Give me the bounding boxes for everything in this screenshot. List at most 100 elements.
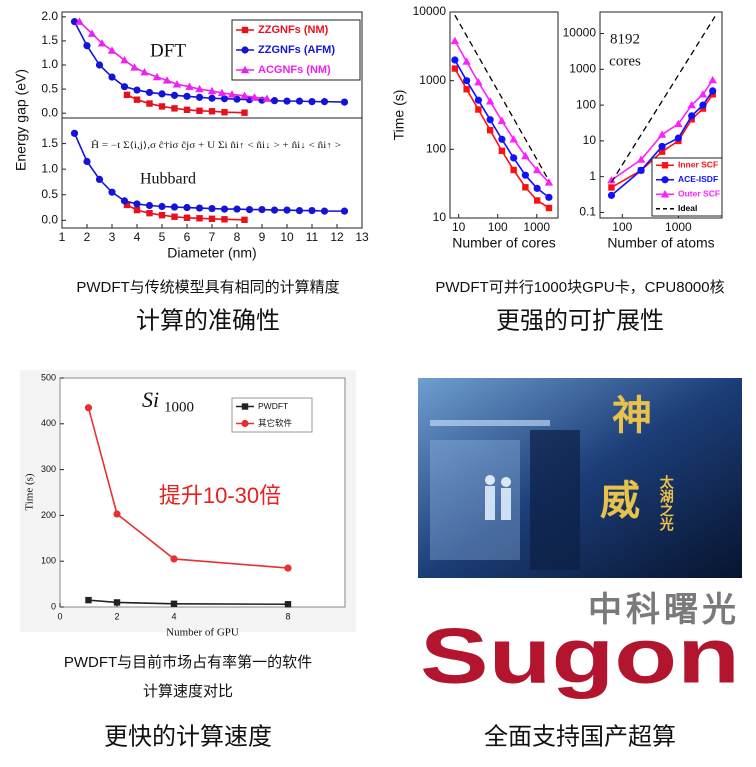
marker	[75, 17, 84, 25]
y-tick-label: 0	[51, 601, 56, 611]
marker	[227, 90, 237, 98]
marker	[113, 510, 121, 518]
marker	[497, 116, 507, 125]
legend-marker	[241, 403, 249, 410]
marker	[250, 93, 259, 101]
marker	[183, 106, 191, 114]
marker	[258, 205, 266, 214]
caption: PWDFT与传统模型具有相同的计算精度	[76, 278, 339, 296]
marker	[84, 404, 93, 412]
legend-marker	[241, 46, 249, 54]
legend-marker	[241, 26, 249, 34]
marker	[123, 201, 131, 209]
caption: PWDFT与目前市场占有率第一的软件	[64, 653, 312, 671]
marker	[463, 77, 471, 85]
marker	[498, 135, 506, 143]
legend-label: ZZGNFs (NM)	[258, 24, 329, 36]
marker	[545, 204, 553, 212]
marker	[509, 135, 518, 143]
photo-person	[485, 475, 495, 485]
marker	[208, 215, 216, 222]
marker	[120, 83, 129, 91]
marker	[451, 56, 459, 64]
marker	[284, 601, 292, 608]
series-line	[73, 133, 345, 212]
legend-label: PWDFT	[258, 401, 288, 411]
marker	[97, 39, 107, 47]
y-tick-label: 1000	[569, 61, 596, 75]
x-tick-label: 7	[209, 230, 216, 244]
legend-label: ZZGNFs (AFM)	[258, 44, 335, 56]
marker	[485, 97, 495, 105]
annotation: cores	[609, 53, 641, 69]
series-line	[73, 21, 345, 103]
marker	[708, 75, 717, 84]
y-axis-label: Time (s)	[24, 473, 36, 511]
marker	[83, 42, 91, 50]
marker	[308, 98, 316, 106]
x-tick-label: 4	[134, 230, 141, 244]
marker	[87, 29, 97, 37]
marker	[95, 61, 104, 69]
marker	[283, 206, 291, 214]
marker	[688, 112, 696, 120]
marker	[308, 207, 316, 215]
marker	[120, 55, 129, 64]
legend-marker	[661, 176, 669, 184]
marker	[463, 86, 470, 93]
y-tick-label: 100	[576, 97, 596, 111]
legend-label: ACGNFs (NM)	[258, 64, 331, 76]
legend-label: Outer SCF	[678, 189, 720, 199]
photo-person	[501, 477, 511, 487]
marker	[320, 98, 329, 106]
marker	[486, 116, 494, 124]
x-tick-label: 100	[488, 220, 508, 234]
x-tick-label: 0	[57, 611, 62, 621]
marker	[140, 68, 149, 76]
legend-label: 其它软件	[258, 418, 293, 428]
marker	[241, 216, 248, 224]
x-tick-label: 3	[109, 230, 116, 244]
photo-rack	[530, 430, 580, 570]
caption-heading: 全面支持国产超算	[484, 723, 676, 750]
logo-chinese: 中科曙光	[588, 591, 740, 629]
marker	[295, 207, 304, 215]
y-tick-label: 0.5	[41, 81, 58, 95]
caption: 计算速度对比	[143, 682, 233, 700]
marker	[70, 129, 79, 137]
x-tick-label: 8	[234, 230, 241, 244]
marker	[498, 147, 506, 155]
marker	[658, 142, 666, 151]
marker	[474, 96, 482, 104]
y-axis-label: Time (s)	[391, 90, 407, 141]
marker	[208, 108, 216, 115]
marker	[486, 126, 494, 134]
marker	[183, 92, 191, 100]
annotation: Hubbard	[140, 171, 196, 188]
marker	[145, 201, 154, 210]
marker	[532, 165, 542, 174]
x-tick-label: 1000	[665, 220, 692, 234]
y-tick-label: 10	[433, 210, 447, 224]
annotation: 提升10-30倍	[159, 483, 281, 508]
x-tick-label: 10	[280, 230, 294, 244]
marker	[658, 148, 666, 155]
marker	[270, 97, 279, 105]
series-line	[454, 14, 550, 181]
marker	[283, 97, 291, 105]
marker	[195, 84, 204, 93]
marker	[196, 107, 203, 114]
marker	[340, 207, 349, 215]
y-tick-label: 1000	[419, 73, 446, 87]
marker	[123, 91, 131, 99]
marker	[240, 91, 249, 100]
chart-title: Si	[142, 387, 159, 412]
marker	[162, 76, 172, 84]
x-tick-label: 2	[84, 230, 91, 244]
y-tick-label: 100	[41, 556, 56, 566]
marker	[607, 175, 616, 184]
marker	[172, 80, 182, 88]
marker	[170, 203, 179, 211]
y-tick-label: 10000	[563, 26, 597, 40]
marker	[521, 151, 530, 160]
